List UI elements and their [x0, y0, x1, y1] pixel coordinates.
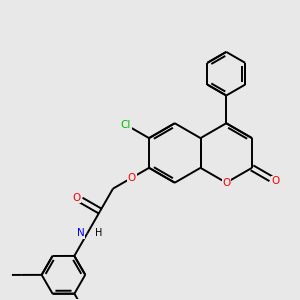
Text: Cl: Cl — [121, 120, 131, 130]
Text: N: N — [76, 229, 84, 238]
Text: O: O — [271, 176, 279, 186]
Text: O: O — [73, 193, 81, 203]
Text: O: O — [128, 173, 136, 183]
Text: H: H — [95, 229, 103, 238]
Text: O: O — [222, 178, 230, 188]
